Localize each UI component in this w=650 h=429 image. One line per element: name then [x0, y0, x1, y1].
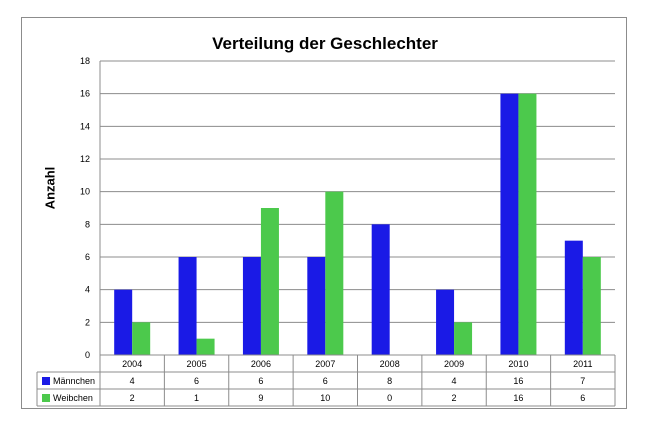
data-label: 6: [580, 393, 585, 403]
x-tick-label: 2006: [251, 359, 271, 369]
bar-weibchen-2007: [325, 191, 344, 355]
bar-männchen-2004: [114, 289, 133, 355]
x-tick-label: 2004: [122, 359, 142, 369]
data-label: 4: [452, 376, 457, 386]
y-tick-label: 6: [85, 252, 90, 262]
bar-weibchen-2004: [132, 322, 151, 355]
bar-männchen-2007: [307, 257, 326, 355]
bar-weibchen-2009: [454, 322, 473, 355]
data-label: 6: [258, 376, 263, 386]
bar-männchen-2011: [564, 240, 583, 355]
legend-key-weibchen: [42, 394, 50, 402]
x-tick-label: 2010: [508, 359, 528, 369]
y-tick-label: 14: [80, 121, 90, 131]
data-label: 6: [323, 376, 328, 386]
chart-title: Verteilung der Geschlechter: [212, 34, 438, 53]
data-label: 8: [387, 376, 392, 386]
y-tick-label: 18: [80, 56, 90, 66]
bar-männchen-2005: [178, 257, 197, 355]
legend-label-weibchen: Weibchen: [53, 393, 93, 403]
data-label: 2: [130, 393, 135, 403]
bar-weibchen-2010: [518, 93, 537, 356]
y-tick-label: 0: [85, 350, 90, 360]
y-tick-label: 4: [85, 285, 90, 295]
data-label: 9: [258, 393, 263, 403]
data-label: 0: [387, 393, 392, 403]
x-tick-label: 2008: [380, 359, 400, 369]
bar-weibchen-2005: [196, 338, 215, 355]
bar-männchen-2006: [242, 257, 261, 355]
y-tick-label: 12: [80, 154, 90, 164]
data-label: 7: [580, 376, 585, 386]
legend-label-männchen: Männchen: [53, 376, 95, 386]
data-label: 10: [320, 393, 330, 403]
x-tick-label: 2011: [573, 359, 592, 369]
y-tick-label: 10: [80, 187, 90, 197]
bar-weibchen-2011: [582, 257, 601, 355]
data-label: 16: [513, 393, 523, 403]
bar-männchen-2010: [500, 93, 519, 356]
x-tick-label: 2007: [315, 359, 335, 369]
data-label: 2: [452, 393, 457, 403]
bar-männchen-2008: [371, 224, 390, 355]
bar-weibchen-2006: [260, 208, 279, 355]
y-tick-label: 8: [85, 219, 90, 229]
data-label: 4: [130, 376, 135, 386]
y-tick-label: 16: [80, 89, 90, 99]
x-tick-label: 2009: [444, 359, 464, 369]
x-tick-label: 2005: [187, 359, 207, 369]
data-label: 16: [513, 376, 523, 386]
data-label: 6: [194, 376, 199, 386]
y-tick-label: 2: [85, 317, 90, 327]
data-label: 1: [194, 393, 199, 403]
legend-key-männchen: [42, 377, 50, 385]
bar-männchen-2009: [436, 289, 455, 355]
